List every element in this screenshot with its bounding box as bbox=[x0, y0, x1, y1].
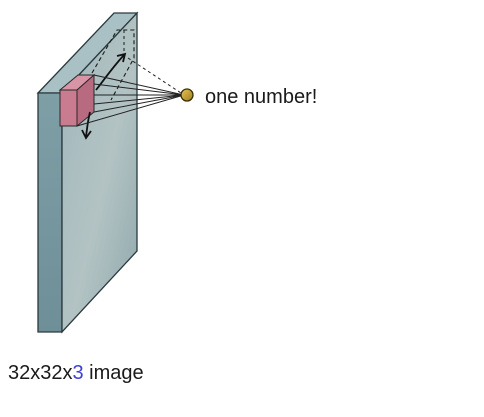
connection-line bbox=[93, 83, 185, 96]
one-number-label: one number! bbox=[205, 86, 317, 108]
output-neuron bbox=[180, 88, 194, 102]
caption-suffix: image bbox=[83, 362, 144, 384]
sweep-arrow-down bbox=[85, 111, 91, 138]
sweep-arrow-down-head bbox=[81, 129, 92, 140]
connection-line bbox=[76, 94, 185, 127]
connection-line bbox=[127, 57, 185, 96]
input-size-caption: 32x32x3 image bbox=[8, 362, 144, 385]
connection-line bbox=[93, 94, 185, 113]
filter-sweep-outline bbox=[91, 29, 135, 101]
volume-side-face bbox=[37, 92, 63, 333]
caption-dimensions: 32x32x bbox=[8, 362, 73, 384]
connection-line bbox=[93, 94, 185, 105]
filter-front-face bbox=[59, 89, 78, 127]
caption-depth: 3 bbox=[72, 362, 84, 384]
sweep-arrow-up bbox=[95, 54, 125, 91]
connection-line bbox=[93, 74, 185, 96]
sweep-arrow-up-head bbox=[116, 52, 127, 63]
